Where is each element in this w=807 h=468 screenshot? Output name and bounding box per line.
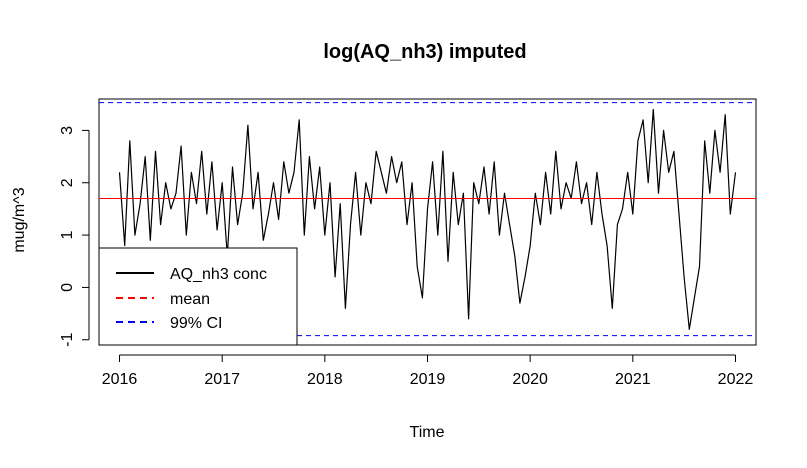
y-tick-label: 3 [59,126,76,135]
y-axis-label: mug/m^3 [11,187,28,252]
x-tick-label: 2016 [102,371,138,388]
x-tick-label: 2017 [204,371,240,388]
plot-area-frame [98,98,757,346]
x-tick-label: 2022 [718,371,754,388]
legend-label-mean: mean [170,291,210,308]
y-tick-label: 2 [59,178,76,187]
legend-label-ci: 99% CI [170,315,222,332]
x-axis: 2016 2017 2018 2019 2020 2021 2022 [102,354,754,388]
y-tick-label: -1 [59,333,76,347]
chart-title: log(AQ_nh3) imputed [323,41,526,63]
y-tick-label: 0 [59,283,76,292]
y-axis: -1 0 1 2 3 [59,126,90,347]
x-tick-label: 2020 [512,371,548,388]
legend-label-series: AQ_nh3 conc [170,266,267,283]
legend-box [98,247,298,346]
x-tick-label: 2018 [307,371,343,388]
x-tick-label: 2019 [410,371,446,388]
series-line-aq-nh3 [118,108,737,330]
y-tick-label: 1 [59,231,76,240]
x-tick-label: 2021 [615,371,651,388]
x-axis-label: Time [410,424,445,441]
legend: AQ_nh3 conc mean 99% CI [98,247,298,346]
